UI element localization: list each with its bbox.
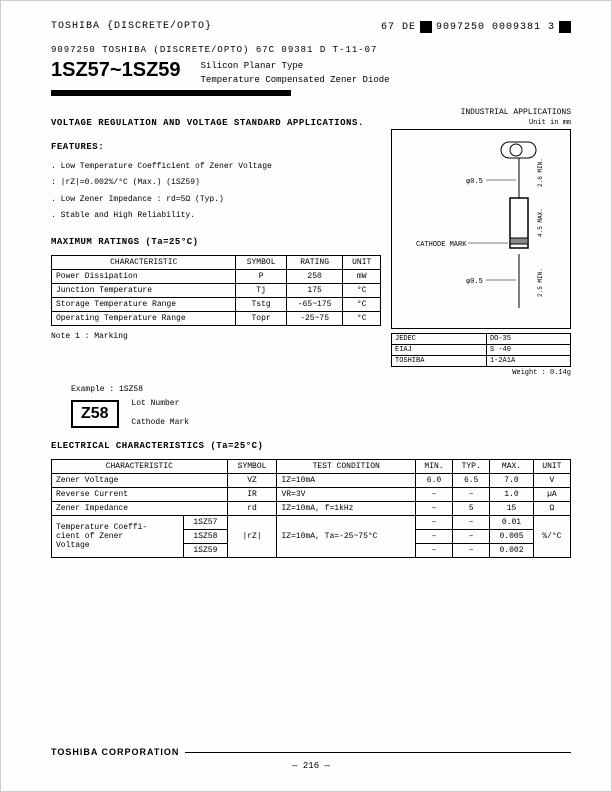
feature-item: . Low Temperature Coefficient of Zener V…: [51, 160, 381, 174]
subtitle-block: Silicon Planar Type Temperature Compensa…: [201, 59, 390, 88]
datasheet-page: TOSHIBA {DISCRETE/OPTO} 67 DE 9097250 00…: [0, 0, 612, 792]
cathode-mark-label: Cathode Mark: [131, 417, 189, 430]
lot-number-label: Lot Number: [131, 398, 189, 411]
table-row: Operating Temperature Range Topr -25~75 …: [52, 312, 381, 326]
dim-label: φ0.5: [466, 178, 483, 186]
marking-example: Example : 1SZ58 Z58 Lot Number Cathode M…: [71, 385, 571, 430]
subtitle-desc: Temperature Compensated Zener Diode: [201, 73, 390, 87]
feature-item: . Stable and High Reliability.: [51, 209, 381, 223]
footer-line: TOSHIBA CORPORATION: [51, 747, 571, 757]
right-column: INDUSTRIAL APPLICATIONS Unit in mm φ0.5 …: [391, 108, 571, 377]
table-row: Zener Voltage VZ IZ=10mA 6.0 6.5 7.0 V: [52, 474, 571, 488]
black-marker-icon: [420, 21, 432, 33]
feature-item: : |rZ|=0.002%/°C (Max.) (1SZ59): [51, 176, 381, 190]
example-label: Example : 1SZ58: [71, 385, 571, 394]
table-row: Temperature Coeffi- cient of Zener Volta…: [52, 516, 571, 530]
features-heading: FEATURES:: [51, 142, 381, 152]
subtitle-type: Silicon Planar Type: [201, 59, 390, 73]
footer-rule: [185, 752, 571, 753]
dim-label: 4.5 MAX.: [537, 208, 544, 237]
package-drawing: φ0.5 CATHODE MARK φ0.5 2.6 MIN. 4.5 MAX.…: [391, 129, 571, 329]
doc-id: 9097250 TOSHIBA (DISCRETE/OPTO) 67C 0938…: [51, 45, 571, 55]
header-left: TOSHIBA {DISCRETE/OPTO}: [51, 21, 212, 33]
title-rule: [51, 90, 291, 96]
marking-box: Z58: [71, 400, 119, 428]
table-row: Storage Temperature Range Tstg -65~175 °…: [52, 298, 381, 312]
page-number: — 216 —: [51, 761, 571, 771]
electrical-characteristics-table: CHARACTERISTIC SYMBOL TEST CONDITION MIN…: [51, 459, 571, 558]
corporation-label: TOSHIBA CORPORATION: [51, 747, 179, 757]
elec-char-heading: ELECTRICAL CHARACTERISTICS (Ta=25°C): [51, 441, 571, 451]
max-ratings-table: CHARACTERISTIC SYMBOL RATING UNIT Power …: [51, 255, 381, 326]
part-number-title: 1SZ57~1SZ59: [51, 59, 181, 82]
feature-item: . Low Zener Impedance : rd=5Ω (Typ.): [51, 193, 381, 207]
weight-label: Weight : 0.14g: [391, 369, 571, 377]
table-row: CHARACTERISTIC SYMBOL TEST CONDITION MIN…: [52, 460, 571, 474]
applications-heading: VOLTAGE REGULATION AND VOLTAGE STANDARD …: [51, 118, 381, 128]
dim-label: 2.5 MIN.: [537, 268, 544, 297]
top-header: TOSHIBA {DISCRETE/OPTO} 67 DE 9097250 00…: [51, 21, 571, 33]
note-marking: Note 1 : Marking: [51, 332, 381, 341]
drawing-title: INDUSTRIAL APPLICATIONS: [391, 108, 571, 117]
black-marker-icon: [559, 21, 571, 33]
package-code-table: JEDECDO-35 EIAJS -40 TOSHIBA1-2A1A: [391, 333, 571, 367]
table-row: Reverse Current IR VR=3V – – 1.0 µA: [52, 488, 571, 502]
page-footer: TOSHIBA CORPORATION — 216 —: [51, 747, 571, 771]
table-row: TOSHIBA1-2A1A: [392, 355, 571, 366]
features-list: . Low Temperature Coefficient of Zener V…: [51, 160, 381, 224]
table-row: JEDECDO-35: [392, 333, 571, 344]
dim-label: 2.6 MIN.: [537, 158, 544, 187]
title-row: 1SZ57~1SZ59 Silicon Planar Type Temperat…: [51, 59, 571, 88]
table-row: Zener Impedance rd IZ=10mA, f=1kHz – 5 1…: [52, 502, 571, 516]
header-right: 67 DE 9097250 0009381 3: [381, 21, 571, 33]
diode-outline-icon: φ0.5 CATHODE MARK φ0.5 2.6 MIN. 4.5 MAX.…: [406, 138, 556, 318]
unit-label: Unit in mm: [391, 119, 571, 127]
table-row: Power Dissipation P 250 mW: [52, 270, 381, 284]
table-row: CHARACTERISTIC SYMBOL RATING UNIT: [52, 256, 381, 270]
left-column: VOLTAGE REGULATION AND VOLTAGE STANDARD …: [51, 108, 381, 377]
table-row: Junction Temperature Tj 175 °C: [52, 284, 381, 298]
main-columns: VOLTAGE REGULATION AND VOLTAGE STANDARD …: [51, 108, 571, 377]
dim-label: φ0.5: [466, 278, 483, 286]
max-ratings-heading: MAXIMUM RATINGS (Ta=25°C): [51, 237, 381, 247]
marking-legend: Lot Number Cathode Mark: [131, 398, 189, 430]
cathode-mark-label: CATHODE MARK: [416, 241, 467, 249]
table-row: EIAJS -40: [392, 344, 571, 355]
